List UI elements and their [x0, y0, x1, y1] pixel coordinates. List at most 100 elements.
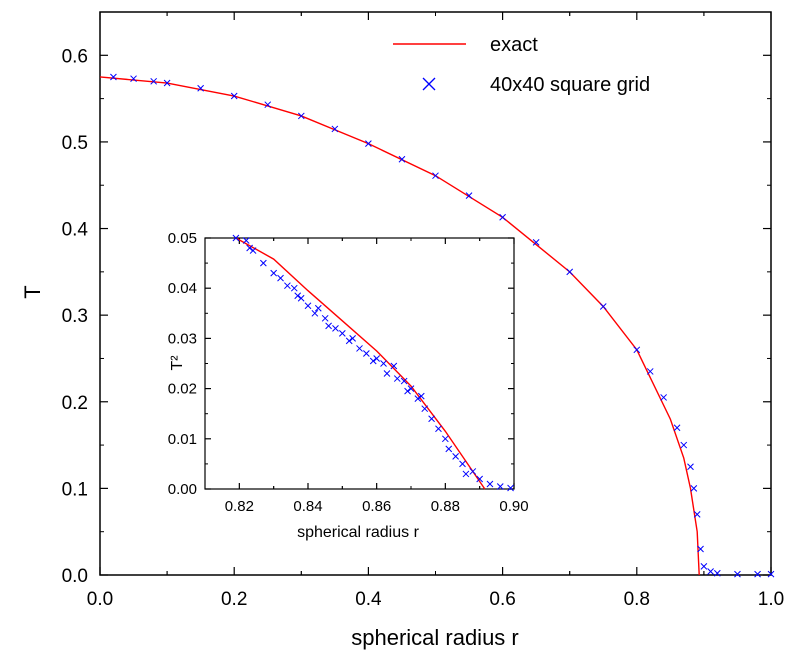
main-grid-point — [700, 562, 708, 570]
inset-y-tick-label: 0.00 — [168, 481, 197, 498]
main-x-axis-title: spherical radius r — [351, 625, 519, 650]
inset-series — [232, 234, 514, 492]
main-grid-point — [693, 511, 701, 518]
inset-grid-point — [321, 314, 329, 322]
main-grid-point — [499, 213, 506, 221]
main-y-tick-label: 0.6 — [62, 46, 88, 67]
inset-grid-point — [260, 259, 267, 267]
inset-grid-point — [338, 330, 346, 337]
main-x-tick-label: 0.0 — [87, 589, 113, 610]
inset-grid-point — [496, 483, 504, 490]
main-grid-point — [713, 569, 721, 577]
inset-y-axis-title: T² — [169, 355, 186, 371]
main-y-tick-label: 0.5 — [62, 133, 88, 154]
main-grid-point — [465, 192, 473, 199]
inset-grid-point — [373, 355, 381, 362]
main-grid-point — [690, 485, 698, 492]
inset-grid-point — [476, 475, 484, 483]
inset-grid-point — [270, 269, 278, 277]
inset-grid-point — [390, 362, 398, 370]
main-y-tick-label: 0.2 — [62, 393, 88, 414]
main-grid-point — [398, 155, 406, 163]
main-grid-point — [707, 568, 714, 575]
inset-grid-point — [356, 345, 363, 352]
inset-grid-point — [445, 445, 453, 453]
inset-grid-point — [435, 425, 442, 433]
inset-grid-point — [294, 292, 302, 300]
main-grid-point — [110, 73, 117, 81]
inset-grid-point — [304, 302, 312, 310]
inset-background — [205, 238, 514, 489]
main-y-tick-label: 0.3 — [62, 306, 88, 327]
main-x-tick-label: 0.8 — [624, 589, 650, 610]
main-grid-point — [331, 125, 339, 133]
inset-grid-point — [249, 247, 257, 254]
inset-grid-point — [507, 484, 514, 492]
inset-grid-point — [284, 282, 291, 290]
inset-grid-point — [469, 468, 477, 475]
main-grid-point — [660, 394, 667, 401]
inset-x-axis-title: spherical radius r — [297, 524, 420, 541]
legend-grid-marker — [422, 77, 436, 91]
inset-grid-point — [290, 284, 298, 292]
inset-grid-point — [369, 357, 377, 365]
main-grid-point — [687, 463, 694, 471]
main-series — [99, 73, 775, 578]
inset-grid-point — [404, 387, 411, 395]
main-y-tick-label: 0.4 — [62, 220, 89, 241]
main-x-tick-label: 0.4 — [355, 589, 382, 610]
main-y-axis-title: T — [20, 285, 45, 298]
legend: exact 40x40 square grid — [393, 34, 650, 96]
main-grid-point — [230, 92, 238, 100]
main-grid-point — [646, 368, 654, 375]
main-grid-point — [432, 172, 439, 180]
main-x-tick-label: 0.6 — [489, 589, 515, 610]
inset-y-tick-label: 0.01 — [168, 431, 197, 448]
inset-grid-point — [380, 360, 387, 367]
inset-y-tick-label: 0.03 — [168, 330, 197, 347]
inset-grid-point — [421, 405, 429, 413]
main-grid-point — [599, 303, 607, 310]
inset-grid-point — [314, 304, 322, 312]
main-grid-point — [680, 441, 688, 449]
inset-grid-point — [349, 335, 356, 342]
inset-grid-point — [486, 480, 494, 488]
inset-grid-point — [345, 337, 353, 345]
inset-x-tick-label: 0.84 — [293, 498, 322, 515]
main-grid-point — [734, 570, 741, 578]
inset-grid-point — [325, 322, 332, 330]
main-grid-point — [365, 140, 372, 148]
inset-grid-point — [428, 415, 435, 423]
main-x-tick-label: 0.2 — [221, 589, 247, 610]
inset-grid-point — [332, 325, 339, 332]
main-grid-point — [264, 101, 272, 109]
inset-y-tick-label: 0.02 — [168, 381, 197, 398]
main-axis-ticks — [99, 12, 772, 576]
main-tick-labels: 0.0 0.2 0.4 0.6 0.8 1.0 0.0 0.1 0.2 0.3 0.4 0.5 0.6 — [62, 46, 785, 610]
main-y-tick-label: 0.0 — [62, 566, 88, 587]
legend-grid-label: 40x40 square grid — [490, 74, 650, 96]
main-grid-point — [532, 239, 540, 246]
main-grid-point — [673, 424, 681, 432]
inset-grid-point — [242, 237, 250, 244]
inset-grid-point — [414, 395, 422, 402]
inset-grid-point — [452, 453, 459, 460]
main-grid-point — [754, 570, 761, 578]
inset-grid-point — [400, 377, 408, 385]
inset-grid-point — [232, 234, 240, 242]
inset-x-tick-label: 0.82 — [225, 498, 254, 515]
inset-x-tick-label: 0.86 — [362, 498, 391, 515]
main-grid-point — [197, 84, 205, 92]
inset-series-exact-line — [235, 237, 486, 490]
main-grid-point — [150, 77, 158, 85]
main-grid-point — [297, 112, 305, 120]
inset-y-tick-label: 0.05 — [168, 230, 197, 247]
inset-grid-point — [297, 294, 305, 302]
inset-x-tick-label: 0.90 — [499, 498, 528, 515]
inset-grid-point — [441, 435, 449, 443]
main-grid-point — [697, 545, 704, 553]
main-y-tick-label: 0.1 — [62, 479, 88, 500]
inset-grid-point — [363, 350, 370, 357]
main-grid-point — [633, 346, 641, 354]
